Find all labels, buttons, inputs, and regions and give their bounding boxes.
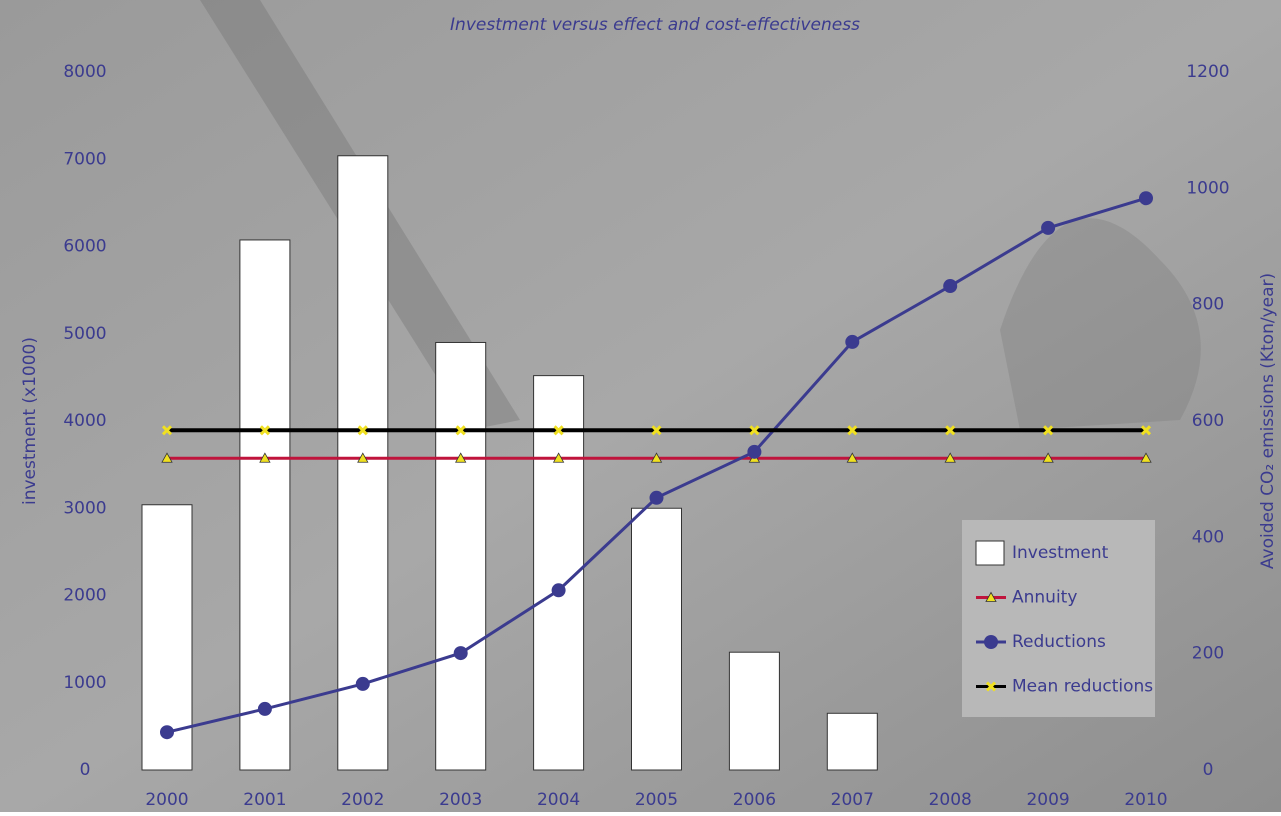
x-tick-label: 2004 — [537, 790, 580, 810]
y2-tick-label: 1200 — [1186, 62, 1229, 82]
x-tick-label: 2001 — [243, 790, 286, 810]
legend-marker — [984, 635, 998, 649]
bar — [436, 342, 486, 770]
bar — [240, 240, 290, 770]
y-tick-label: 3000 — [63, 498, 106, 518]
point — [1041, 221, 1055, 235]
x-tick-label: 2002 — [341, 790, 384, 810]
point — [258, 702, 272, 716]
legend-label: Investment — [1012, 543, 1109, 563]
chart-title: Investment versus effect and cost-effect… — [450, 15, 860, 35]
x-tick-label: 2003 — [439, 790, 482, 810]
point — [943, 279, 957, 293]
point — [1139, 191, 1153, 205]
point — [356, 677, 370, 691]
y-tick-label: 7000 — [63, 149, 106, 169]
point — [845, 335, 859, 349]
y-tick-label: 6000 — [63, 237, 106, 257]
x-tick-label: 2007 — [831, 790, 874, 810]
point — [160, 725, 174, 739]
y2-tick-label: 0 — [1203, 760, 1214, 780]
y-axis-label: investment (x1000) — [20, 337, 40, 505]
bar — [729, 652, 779, 770]
y2-axis-label: Avoided CO₂ emissions (Kton/year) — [1258, 273, 1278, 569]
x-tick-label: 2008 — [929, 790, 972, 810]
point — [454, 646, 468, 660]
y2-tick-label: 400 — [1192, 527, 1224, 547]
legend-swatch — [976, 541, 1004, 565]
y2-tick-label: 600 — [1192, 411, 1224, 431]
point — [650, 491, 664, 505]
x-tick-label: 2000 — [145, 790, 188, 810]
x-tick-label: 2006 — [733, 790, 776, 810]
legend-label: Annuity — [1012, 588, 1077, 608]
y-tick-label: 1000 — [63, 673, 106, 693]
x-tick-label: 2009 — [1026, 790, 1069, 810]
y-tick-label: 2000 — [63, 586, 106, 606]
y2-tick-label: 1000 — [1186, 178, 1229, 198]
legend-label: Reductions — [1012, 632, 1106, 652]
y2-tick-label: 200 — [1192, 644, 1224, 664]
chart: Investment versus effect and cost-effect… — [0, 0, 1281, 812]
y-tick-label: 4000 — [63, 411, 106, 431]
y2-tick-label: 800 — [1192, 295, 1224, 315]
y-tick-label: 8000 — [63, 62, 106, 82]
bar — [632, 508, 682, 770]
bar — [827, 713, 877, 770]
point — [747, 445, 761, 459]
legend-label: Mean reductions — [1012, 677, 1153, 697]
x-tick-label: 2010 — [1124, 790, 1167, 810]
x-tick-label: 2005 — [635, 790, 678, 810]
point — [552, 583, 566, 597]
y-tick-label: 0 — [80, 760, 91, 780]
y-tick-label: 5000 — [63, 324, 106, 344]
